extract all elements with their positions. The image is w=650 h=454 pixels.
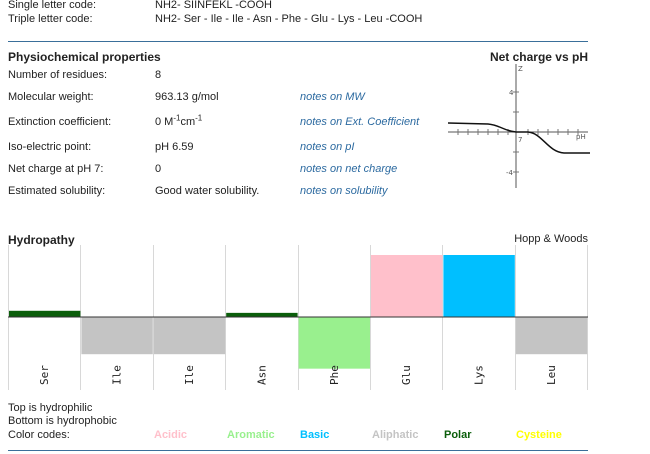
hydro-residue-label: Lys — [473, 365, 486, 385]
triple-letter-value: NH2- Ser - Ile - Ile - Asn - Phe - Glu -… — [155, 13, 423, 25]
netcharge-curve — [448, 122, 590, 154]
legend-color-codes: Color codes: — [8, 429, 70, 441]
hydro-bar — [9, 310, 81, 317]
solubility-label: Estimated solubility: — [8, 185, 106, 197]
netcharge-ph-label: pH — [576, 133, 586, 141]
hydro-residue-label: Phe — [328, 365, 341, 385]
notes-solubility-link[interactable]: notes on solubility — [300, 185, 388, 197]
divider-bottom — [8, 450, 588, 451]
mw-value: 963.13 g/mol — [155, 91, 219, 103]
netcharge-title: Net charge vs pH — [489, 50, 588, 64]
legend-basic: Basic — [300, 429, 330, 441]
divider-top — [8, 41, 588, 42]
notes-pi-link[interactable]: notes on pI — [300, 141, 355, 153]
netcharge-tick-zero: 7 — [518, 136, 522, 144]
legend-aromatic: Aromatic — [227, 429, 275, 441]
legend-acidic: Acidic — [154, 429, 188, 441]
netcharge-plot: Z pH 4 7 -4 — [448, 64, 590, 188]
ext-coeff-value: 0 M-1cm-1 — [155, 113, 203, 128]
hydropathy-title: Hydropathy — [8, 233, 75, 247]
netcharge-z-label: Z — [518, 65, 523, 73]
residues-value: 8 — [155, 69, 162, 81]
net-charge-value: 0 — [155, 163, 162, 175]
residues-label: Number of residues: — [8, 69, 108, 81]
netcharge-tick-neg: -4 — [506, 169, 514, 177]
legend-aliphatic: Aliphatic — [372, 429, 419, 441]
triple-letter-label: Triple letter code: — [8, 13, 93, 25]
ext-coeff-label: Extinction coefficient: — [8, 116, 112, 128]
hydro-bar — [298, 317, 370, 369]
legend-polar: Polar — [444, 429, 472, 441]
hydropathy-chart: Ser Ile Ile Asn Phe Glu Lys Leu — [8, 245, 588, 390]
mw-label: Molecular weight: — [8, 91, 94, 103]
hydropathy-scale: Hopp & Woods — [514, 233, 588, 245]
single-letter-label: Single letter code: — [8, 0, 97, 11]
pi-value: pH 6.59 — [155, 141, 194, 153]
hydro-residue-label: Ser — [38, 365, 51, 385]
netcharge-tick-pos: 4 — [509, 89, 514, 97]
hydro-residue-label: Glu — [400, 365, 413, 385]
legend-cysteine: Cysteine — [516, 429, 562, 441]
solubility-value: Good water solubility. — [155, 185, 260, 197]
notes-net-charge-link[interactable]: notes on net charge — [300, 163, 398, 175]
notes-mw-link[interactable]: notes on MW — [300, 91, 365, 103]
pi-label: Iso-electric point: — [8, 141, 92, 153]
notes-ext-coeff-link[interactable]: notes on Ext. Coefficient — [300, 116, 420, 128]
legend-bottom: Bottom is hydrophobic — [8, 415, 117, 427]
legend-top: Top is hydrophilic — [8, 402, 93, 414]
hydro-bar — [371, 255, 443, 317]
hydro-bar — [443, 255, 515, 317]
hydro-residue-label: Ile — [183, 365, 196, 385]
hydro-bar — [226, 312, 298, 317]
physchem-title: Physiochemical properties — [8, 50, 161, 64]
net-charge-label: Net charge at pH 7: — [8, 163, 104, 175]
hydro-residue-label: Ile — [111, 365, 124, 385]
hydro-bar — [153, 317, 226, 355]
single-letter-value: NH2- SIINFEKL -COOH — [155, 0, 272, 11]
hydro-residue-label: Leu — [545, 365, 558, 385]
hydro-bar — [81, 317, 153, 355]
hydro-residue-label: Asn — [255, 365, 268, 385]
hydro-bar — [515, 317, 588, 355]
